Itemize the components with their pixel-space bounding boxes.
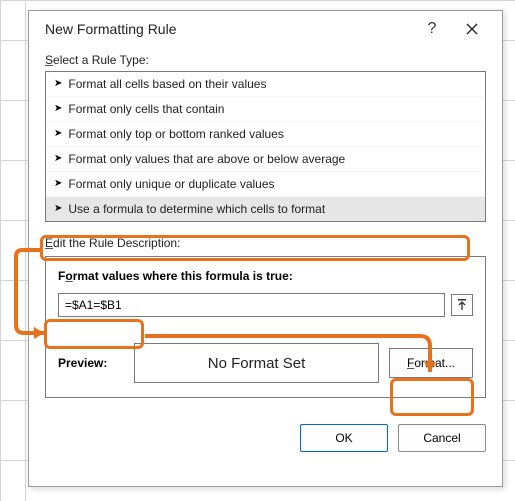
rule-type-list[interactable]: ➤ Format all cells based on their values… [45,71,486,222]
rule-type-item[interactable]: ➤ Format only unique or duplicate values [46,172,485,197]
select-rule-type-label: Select a Rule Type: [45,53,486,67]
bullet-icon: ➤ [54,204,62,214]
rule-type-item[interactable]: ➤ Format all cells based on their values [46,72,485,97]
rule-type-item[interactable]: ➤ Format only values that are above or b… [46,147,485,172]
help-icon[interactable]: ? [412,15,452,43]
bullet-icon: ➤ [54,154,62,164]
rule-description-box: Format values where this formula is true… [45,256,486,398]
dialog-title: New Formatting Rule [45,21,412,37]
collapse-dialog-icon[interactable] [451,294,473,316]
formula-title: Format values where this formula is true… [58,269,473,283]
format-button[interactable]: Format... [389,348,473,378]
formula-input[interactable] [58,293,445,317]
edit-description-label: Edit the Rule Description: [45,236,486,250]
preview-label: Preview: [58,356,124,370]
new-formatting-rule-dialog: New Formatting Rule ? Select a Rule Type… [28,10,503,487]
rule-type-item[interactable]: ➤ Format only cells that contain [46,97,485,122]
titlebar: New Formatting Rule ? [29,11,502,47]
bullet-icon: ➤ [54,104,62,114]
bullet-icon: ➤ [54,79,62,89]
cancel-button[interactable]: Cancel [398,424,486,452]
bullet-icon: ➤ [54,129,62,139]
rule-type-item-selected[interactable]: ➤ Use a formula to determine which cells… [46,197,485,221]
bullet-icon: ➤ [54,179,62,189]
preview-box: No Format Set [134,343,379,383]
rule-type-item[interactable]: ➤ Format only top or bottom ranked value… [46,122,485,147]
close-icon[interactable] [452,15,492,43]
ok-button[interactable]: OK [300,424,388,452]
